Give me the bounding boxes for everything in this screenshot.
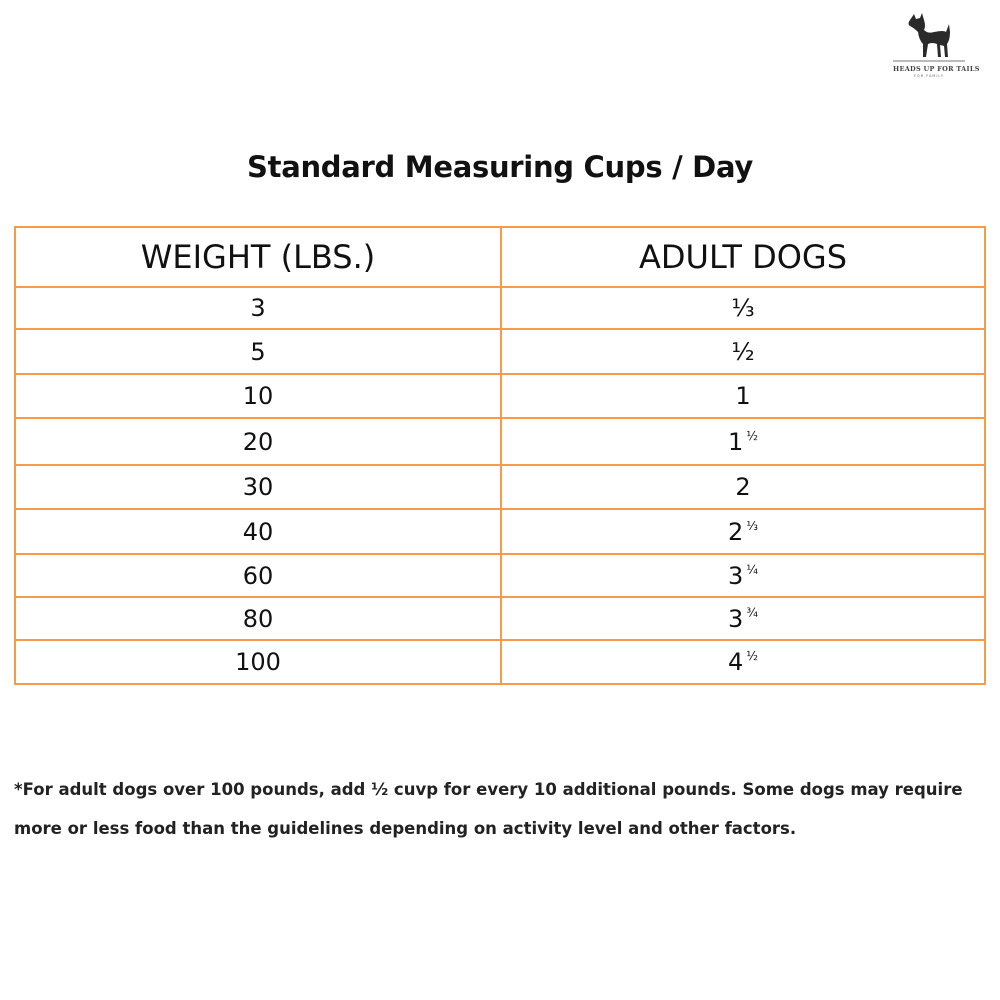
- table-row: 30 2: [14, 464, 986, 510]
- cups-whole: 3: [728, 604, 744, 633]
- page-title: Standard Measuring Cups / Day: [247, 150, 753, 184]
- cups-whole: ⅓: [731, 294, 755, 322]
- logo-brand: HEADS UP FOR TAILS: [893, 65, 980, 73]
- weight-cell: 3: [14, 286, 502, 330]
- weight-cell: 30: [14, 464, 502, 510]
- weight-cell: 10: [14, 373, 502, 419]
- header-weight: WEIGHT (LBS.): [14, 226, 502, 288]
- cups-cell: 1: [500, 373, 986, 419]
- brand-logo: HEADS UP FOR TAILS FOR FAMILY: [893, 12, 980, 78]
- cups-fraction: ¾: [746, 605, 758, 620]
- cups-whole: 4: [728, 648, 744, 676]
- cups-whole: 2: [735, 473, 751, 501]
- table-row: 5 ½: [14, 328, 986, 375]
- cups-whole: 1: [735, 382, 751, 410]
- logo-tagline: FOR FAMILY: [913, 74, 945, 78]
- cups-fraction: ⅓: [746, 518, 758, 533]
- cups-whole: 1: [728, 427, 744, 456]
- table-row: 3 ⅓: [14, 286, 986, 330]
- weight-cell: 20: [14, 417, 502, 466]
- cups-whole: ½: [731, 337, 755, 366]
- table-row: 10 1: [14, 373, 986, 419]
- weight-cell: 60: [14, 553, 502, 598]
- weight-cell: 5: [14, 328, 502, 375]
- weight-cell: 80: [14, 596, 502, 641]
- cups-cell: 2: [500, 464, 986, 510]
- header-adult-dogs: ADULT DOGS: [500, 226, 986, 288]
- dog-icon: [908, 13, 950, 57]
- weight-cell: 40: [14, 508, 502, 555]
- cups-cell: ½: [500, 328, 986, 375]
- cups-cell: ⅓: [500, 286, 986, 330]
- cups-fraction: ½: [746, 428, 758, 443]
- weight-cell: 100: [14, 639, 502, 685]
- logo-divider: [893, 60, 965, 62]
- footnote: *For adult dogs over 100 pounds, add ½ c…: [14, 780, 963, 838]
- table-header-row: WEIGHT (LBS.) ADULT DOGS: [14, 226, 986, 288]
- cups-fraction: ¼: [746, 562, 758, 577]
- cups-whole: 2: [728, 517, 744, 546]
- cups-whole: 3: [728, 561, 744, 590]
- cups-fraction: ½: [746, 649, 758, 663]
